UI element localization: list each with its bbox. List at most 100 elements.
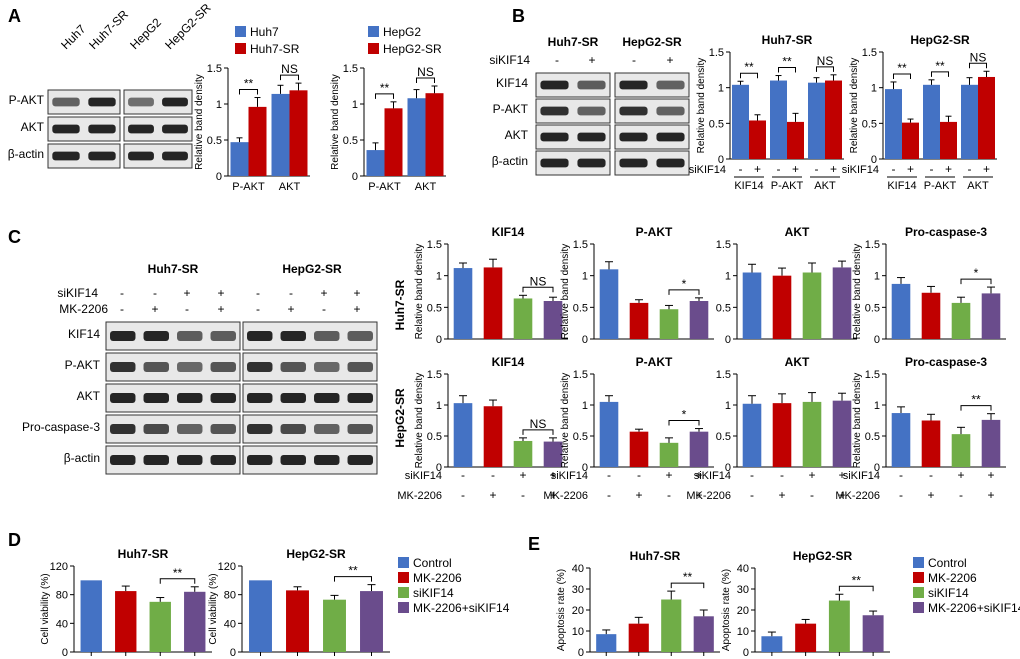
bar — [891, 283, 911, 339]
bar — [453, 403, 473, 467]
bar — [981, 419, 1001, 467]
blot-band — [619, 158, 648, 168]
bar — [923, 84, 940, 159]
blot-band — [210, 330, 236, 342]
legend-label: MK-2206+siKIF14 — [413, 601, 510, 615]
significance-bracket — [522, 429, 554, 435]
row-label: P-AKT — [493, 102, 529, 116]
blot-band — [162, 97, 188, 107]
treatment-mark: + — [838, 468, 845, 482]
bar — [787, 121, 804, 159]
y-tick-label: 1 — [874, 400, 880, 412]
treatment-mark: + — [808, 468, 815, 482]
row-label: Pro-caspase-3 — [22, 420, 100, 434]
treatment-mark: - — [815, 162, 819, 176]
x-tick-label: P-AKT — [924, 180, 957, 192]
y-tick-label: 0.5 — [862, 118, 877, 130]
blot-band — [143, 330, 169, 342]
y-tick-label: 1 — [874, 271, 880, 283]
treatment-mark: - — [153, 286, 157, 300]
y-axis-label: Relative band density — [414, 373, 425, 469]
treatment-mark: + — [183, 286, 190, 300]
bar — [599, 269, 619, 339]
treatment-mark: + — [695, 468, 702, 482]
treatment-mark: - — [491, 468, 495, 482]
significance-label: ** — [971, 393, 981, 407]
bar — [513, 440, 533, 467]
blot-band — [52, 97, 80, 107]
blot-band — [247, 423, 273, 435]
y-tick-label: 0.5 — [343, 135, 358, 147]
bar — [902, 122, 919, 159]
blot-band — [110, 454, 136, 466]
bar — [483, 406, 503, 467]
blot-band — [314, 392, 340, 404]
y-tick-label: 0 — [874, 334, 880, 346]
bar — [772, 403, 792, 467]
significance-bracket — [159, 578, 196, 584]
legend-label: MK-2206 — [928, 571, 977, 585]
treatment-mark: + — [353, 302, 360, 316]
y-tick-label: 0 — [874, 462, 880, 474]
treatment-mark: - — [555, 53, 559, 67]
y-tick-label: 120 — [50, 561, 68, 573]
legend-swatch — [913, 587, 924, 598]
significance-label: * — [682, 408, 687, 422]
treatment-label: siKIF14 — [489, 53, 530, 67]
blot-band — [577, 132, 606, 142]
legend-label: HepG2-SR — [383, 42, 442, 56]
bar — [885, 89, 902, 159]
treatment-mark: - — [667, 488, 671, 502]
y-tick-label: 0 — [582, 462, 588, 474]
y-tick-label: 40 — [56, 618, 68, 630]
bar — [921, 292, 941, 339]
blot-band — [347, 454, 373, 466]
y-tick-label: 0 — [216, 171, 222, 183]
y-tick-label: 30 — [737, 584, 749, 596]
legend-swatch — [368, 26, 379, 37]
y-tick-label: 0 — [871, 154, 877, 166]
blot-band — [656, 132, 685, 142]
treatment-mark: + — [549, 468, 556, 482]
significance-label: ** — [173, 566, 183, 580]
blot-band — [280, 361, 306, 373]
y-tick-label: 20 — [572, 605, 584, 617]
y-tick-label: 1.5 — [865, 239, 880, 251]
blot-band — [314, 423, 340, 435]
bar — [80, 580, 102, 652]
blot-a: Huh7 Huh7-SR HepG2 HepG2-SR P-AKT AKT β-… — [8, 0, 214, 169]
group-label: Huh7-SR — [148, 262, 199, 276]
chart-title: Huh7-SR — [762, 33, 813, 47]
blot-band — [128, 124, 154, 134]
bar — [629, 302, 649, 339]
bar — [732, 84, 749, 159]
treatment-mark: - — [929, 468, 933, 482]
bar — [689, 431, 709, 467]
chart-title: HepG2-SR — [286, 547, 346, 561]
blot-band — [162, 151, 188, 161]
treatment-mark: - — [780, 468, 784, 482]
y-tick-label: 0 — [725, 334, 731, 346]
treatment-mark: + — [830, 162, 837, 176]
significance-label: NS — [281, 62, 298, 76]
treatment-mark: - — [959, 488, 963, 502]
treatment-mark: + — [519, 468, 526, 482]
blot-band — [52, 124, 80, 134]
bar — [772, 275, 792, 339]
bar — [513, 298, 533, 339]
y-axis-label: Cell viability (%) — [208, 573, 219, 644]
y-tick-label: 0.5 — [709, 118, 724, 130]
y-tick-label: 0 — [725, 462, 731, 474]
y-axis-label: Cell viability (%) — [40, 573, 51, 644]
blot-band — [247, 392, 273, 404]
y-tick-label: 0.5 — [427, 302, 442, 314]
blot-band — [143, 361, 169, 373]
bar — [629, 431, 649, 467]
y-tick-label: 1.5 — [862, 47, 877, 59]
bar — [795, 623, 817, 652]
blot-band — [143, 423, 169, 435]
panel-label-e: E — [528, 534, 540, 554]
y-tick-label: 0 — [578, 647, 584, 659]
blot-band — [210, 454, 236, 466]
